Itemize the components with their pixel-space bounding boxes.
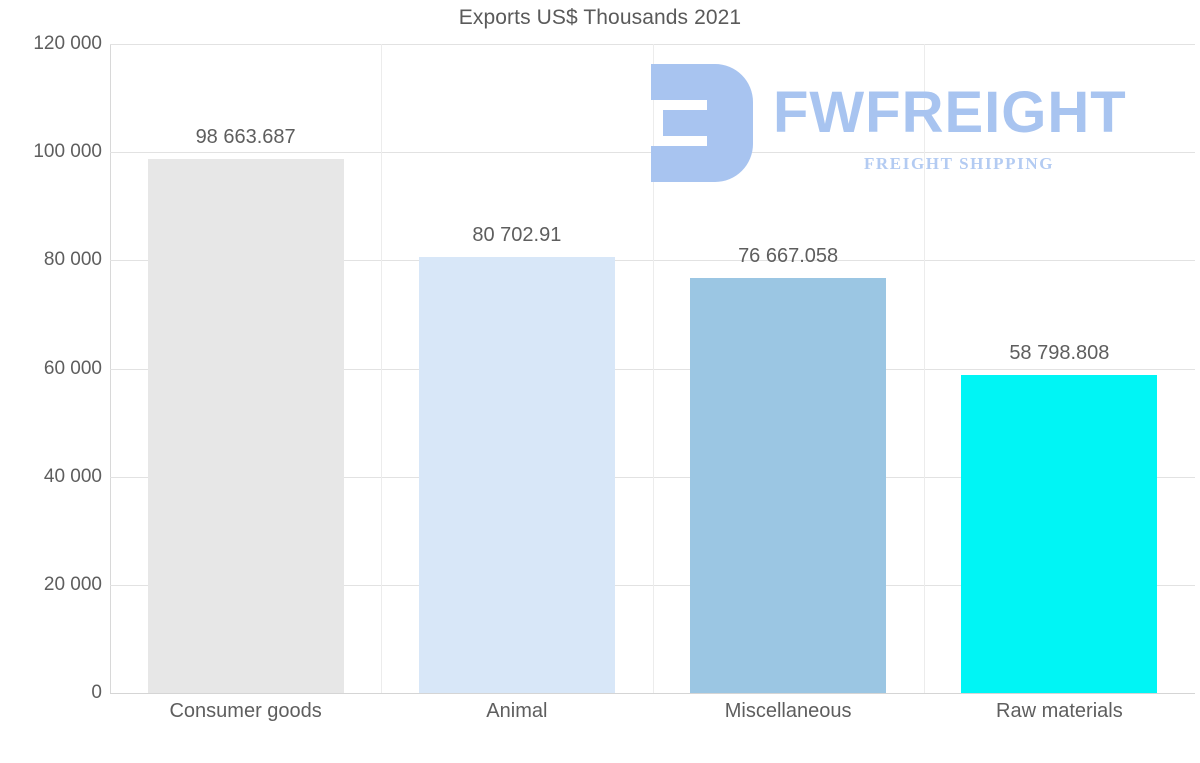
y-axis-tick-label: 20 000: [43, 573, 102, 595]
x-axis-tick-label: Raw materials: [996, 700, 1123, 722]
y-axis-tick-label: 100 000: [33, 141, 102, 163]
gridline-vertical: [652, 44, 654, 693]
y-axis-tick-label: 0: [91, 682, 102, 703]
bar-value-label: 76 667.058: [738, 245, 839, 268]
y-axis-tick-label: 40 000: [43, 465, 102, 487]
bar-band: 98 663.687: [110, 44, 381, 693]
bar-band: 76 667.058: [653, 44, 924, 693]
x-axis-tick-label: Miscellaneous: [724, 700, 852, 722]
bar[interactable]: [690, 278, 887, 693]
chart-title: Exports US$ Thousands 2021: [458, 6, 742, 29]
x-axis-tick-label: Consumer goods: [169, 700, 322, 722]
bar[interactable]: [418, 256, 615, 693]
gridline-horizontal: [110, 693, 1195, 694]
y-axis-tick-label: 120 000: [33, 33, 102, 54]
bar-band: 80 702.91: [381, 44, 652, 693]
gridline-vertical: [923, 44, 925, 693]
y-axis-tick-label: 80 000: [43, 249, 102, 271]
bar-band: 58 798.808: [924, 44, 1195, 693]
bar-value-label: 58 798.808: [1009, 342, 1110, 364]
y-axis-tick-label: 60 000: [43, 357, 102, 379]
bar[interactable]: [147, 159, 344, 693]
x-axis-category-labels: Consumer goods Animal Miscellaneous Raw mat…: [110, 700, 1195, 740]
x-axis-tick-label: Animal: [486, 700, 548, 722]
bar-value-label: 80 702.91: [472, 223, 562, 246]
plot-area: 98 663.687 80 702.91 76 667.058 58 798.808: [110, 44, 1195, 694]
gridline-vertical: [381, 44, 383, 693]
bar-value-label: 98 663.687: [195, 126, 296, 149]
y-axis-tick-labels: 0 20 000 40 000 60 000 80 000 100 000 120 000: [0, 33, 102, 703]
bar[interactable]: [961, 375, 1158, 693]
